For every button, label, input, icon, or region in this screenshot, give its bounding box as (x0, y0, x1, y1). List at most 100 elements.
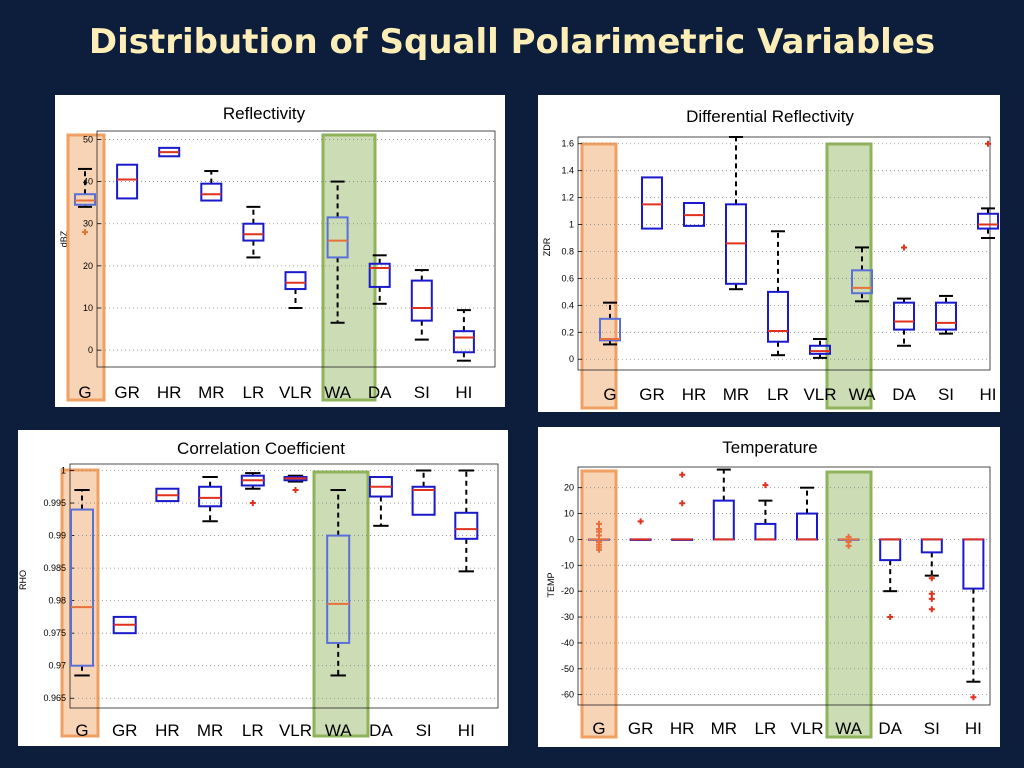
highlight-column-wa (825, 470, 873, 739)
category-label-si: SI (924, 719, 940, 738)
category-label-g: G (75, 721, 88, 740)
category-label-gr: GR (112, 721, 138, 740)
category-label-si: SI (416, 721, 432, 740)
box-hr (683, 201, 705, 227)
y-tick-label: 0 (569, 534, 574, 544)
box-si (920, 538, 943, 613)
category-label-wa: WA (849, 385, 876, 404)
box-body (754, 522, 777, 541)
category-label-si: SI (414, 383, 430, 402)
outlier-marker (249, 500, 256, 507)
y-tick-label: 0.995 (43, 498, 66, 508)
category-label-hi: HI (458, 721, 475, 740)
box-body (935, 301, 957, 331)
box-g (70, 489, 94, 677)
box-body (116, 163, 139, 200)
outlier-marker (845, 533, 852, 540)
chart-title: Reflectivity (223, 104, 306, 123)
category-label-gr: GR (628, 719, 654, 738)
box-wa (837, 533, 860, 549)
category-label-hi: HI (980, 385, 997, 404)
y-axis-label: ZDR (542, 237, 552, 256)
y-tick-label: -30 (561, 612, 574, 622)
category-label-mr: MR (711, 719, 737, 738)
box-mr (725, 136, 747, 291)
box-wa (851, 246, 873, 303)
box-si (411, 469, 436, 516)
category-label-vlr: VLR (803, 385, 836, 404)
y-tick-label: 0 (88, 345, 93, 355)
box-mr (198, 476, 223, 523)
box-body (809, 344, 831, 355)
box-hi (454, 469, 479, 573)
box-hr (155, 487, 180, 503)
box-body (962, 538, 985, 590)
category-label-si: SI (938, 385, 954, 404)
correlation-coefficient-chart-panel: Correlation Coefficient RHO 0.965 0.97 0.9… (18, 430, 508, 746)
box-si (410, 269, 433, 341)
outlier-marker (928, 575, 935, 582)
box-gr (116, 163, 139, 200)
differential-reflectivity-chart-panel: Differential Reflectivity ZDR 0 0.2 0.4 0.6… (538, 95, 1000, 412)
box-body (796, 512, 818, 541)
highlight-column-wa (825, 142, 873, 410)
y-tick-label: 50 (83, 134, 93, 144)
y-tick-label: -50 (561, 664, 574, 674)
y-tick-label: 0.99 (48, 531, 66, 541)
box-body (411, 485, 436, 516)
category-label-lr: LR (243, 383, 265, 402)
y-tick-label: 0.6 (561, 273, 574, 283)
box-vlr (284, 271, 307, 309)
box-lr (767, 230, 789, 357)
box-body (767, 290, 789, 343)
category-label-vlr: VLR (279, 383, 312, 402)
box-body (879, 538, 902, 562)
page-title: Distribution of Squall Polarimetric Vari… (88, 22, 936, 62)
box-da (879, 538, 902, 621)
box-body (599, 317, 621, 342)
outlier-marker (985, 140, 991, 147)
highlight-column-g (580, 469, 618, 739)
reflectivity-chart: Reflectivity dBZ 0 10 20 30 40 50 G GR HR MR LR VLR… (59, 104, 496, 402)
outlier-marker (928, 590, 935, 597)
category-label-wa: WA (325, 721, 352, 740)
y-tick-label: 20 (83, 261, 93, 271)
highlight-column-g (580, 142, 618, 410)
box-mr (200, 170, 223, 202)
box-body (74, 193, 96, 206)
y-tick-label: 0.985 (43, 563, 66, 573)
box-gr (629, 518, 652, 541)
box-hr (158, 146, 181, 158)
box-da (893, 244, 915, 347)
temperature-chart-panel: Temperature TEMP -60 -50 -40 -30 -20 -10 0 10 20… (538, 427, 1000, 747)
y-tick-label: 10 (83, 303, 93, 313)
box-hi (452, 309, 475, 362)
category-label-wa: WA (835, 719, 862, 738)
category-label-mr: MR (198, 383, 224, 402)
highlight-column-wa (321, 133, 377, 402)
y-tick-label: 0.975 (43, 628, 66, 638)
box-body (851, 269, 873, 295)
y-tick-label: 1 (61, 466, 66, 476)
y-axis-label: TEMP (546, 572, 556, 597)
category-label-wa: WA (324, 383, 351, 402)
box-wa (326, 489, 351, 677)
axes-frame (577, 136, 991, 371)
chart-title: Differential Reflectivity (686, 107, 854, 126)
y-tick-label: 0 (569, 354, 574, 364)
category-label-da: DA (368, 383, 392, 402)
category-label-hr: HR (157, 383, 182, 402)
box-body (452, 330, 475, 354)
box-hr (671, 471, 694, 541)
differential-reflectivity-chart: Differential Reflectivity ZDR 0 0.2 0.4 0.6… (542, 107, 999, 410)
box-body (326, 534, 351, 644)
box-body (712, 499, 735, 541)
outlier-marker (679, 471, 686, 478)
outlier-marker (901, 244, 907, 251)
y-tick-label: -40 (561, 638, 574, 648)
temperature-chart: Temperature TEMP -60 -50 -40 -30 -20 -10 0 10 20… (546, 438, 991, 739)
y-tick-label: -10 (561, 560, 574, 570)
box-lr (242, 205, 265, 259)
box-body (977, 212, 999, 230)
outlier-marker (292, 487, 299, 494)
